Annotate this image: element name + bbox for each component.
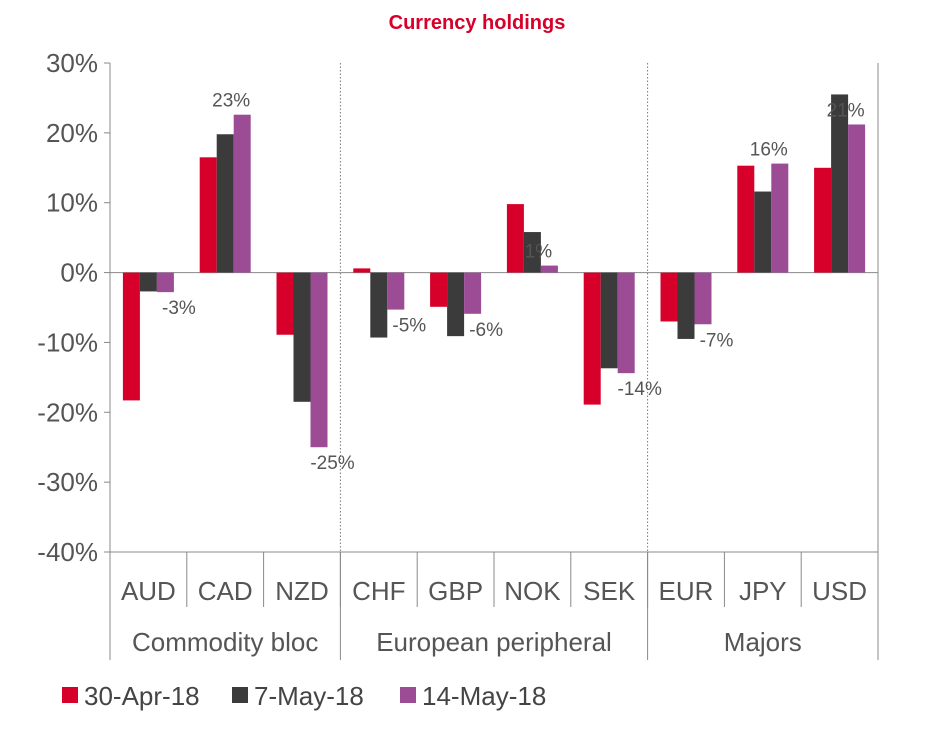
legend-swatch [62, 687, 78, 703]
bar-7-May-18-NOK [523, 232, 541, 273]
bar-14-May-18-CAD [233, 114, 251, 273]
bar-7-May-18-CHF [370, 272, 388, 338]
group-label: European peripheral [376, 627, 612, 657]
bar-30-Apr-18-SEK [583, 272, 601, 405]
data-label: -25% [310, 453, 354, 474]
bar-7-May-18-EUR [677, 272, 695, 339]
bar-7-May-18-GBP [447, 272, 465, 337]
category-label: NOK [504, 576, 561, 606]
y-tick-label: -40% [37, 537, 98, 567]
y-tick-label: 20% [46, 118, 98, 148]
category-label: EUR [659, 576, 714, 606]
category-label: JPY [739, 576, 787, 606]
data-label: -14% [618, 379, 662, 400]
data-label: -6% [469, 320, 503, 341]
bar-30-Apr-18-NOK [506, 204, 524, 273]
bar-14-May-18-EUR [694, 272, 712, 325]
category-label: GBP [428, 576, 483, 606]
bar-30-Apr-18-USD [814, 167, 832, 273]
bar-30-Apr-18-GBP [430, 272, 448, 307]
bar-14-May-18-NOK [540, 265, 558, 273]
y-tick-label: 0% [60, 258, 98, 288]
bar-7-May-18-AUD [139, 272, 157, 292]
bar-14-May-18-USD [848, 124, 866, 273]
bar-7-May-18-NZD [293, 272, 311, 402]
category-label: SEK [583, 576, 636, 606]
category-label: CHF [352, 576, 405, 606]
bar-7-May-18-JPY [754, 191, 772, 273]
bar-7-May-18-SEK [600, 272, 618, 369]
bar-14-May-18-NZD [310, 272, 328, 448]
y-tick-label: -20% [37, 397, 98, 427]
legend-swatch [232, 687, 248, 703]
bar-14-May-18-AUD [156, 272, 174, 293]
y-tick-label: 10% [46, 188, 98, 218]
bar-14-May-18-CHF [387, 272, 405, 310]
data-label: 23% [212, 91, 250, 112]
legend-label: 30-Apr-18 [84, 681, 200, 711]
data-label: -5% [392, 316, 426, 337]
bar-30-Apr-18-NZD [276, 272, 294, 335]
y-tick-label: 30% [46, 48, 98, 78]
data-label: 21% [827, 100, 865, 121]
bar-30-Apr-18-EUR [660, 272, 678, 322]
y-tick-label: -30% [37, 467, 98, 497]
bar-7-May-18-USD [831, 94, 849, 273]
bar-14-May-18-SEK [617, 272, 635, 374]
category-label: USD [812, 576, 867, 606]
bar-30-Apr-18-AUD [122, 272, 140, 401]
bar-7-May-18-CAD [216, 134, 234, 273]
bar-14-May-18-JPY [771, 163, 789, 273]
group-label: Commodity bloc [132, 627, 318, 657]
data-label: 16% [750, 140, 788, 161]
data-label: 1% [525, 242, 553, 263]
category-label: NZD [275, 576, 328, 606]
category-label: CAD [198, 576, 253, 606]
y-tick-label: -10% [37, 327, 98, 357]
legend-label: 7-May-18 [254, 681, 364, 711]
bar-30-Apr-18-CHF [353, 268, 371, 273]
category-label: AUD [121, 576, 176, 606]
bar-30-Apr-18-JPY [737, 165, 755, 273]
bar-30-Apr-18-CAD [199, 157, 217, 273]
legend-label: 14-May-18 [422, 681, 546, 711]
data-label: -3% [162, 298, 196, 319]
bar-14-May-18-GBP [464, 272, 482, 314]
group-label: Majors [724, 627, 802, 657]
legend-swatch [400, 687, 416, 703]
chart-title: Currency holdings [389, 12, 566, 34]
data-label: -7% [700, 330, 734, 351]
